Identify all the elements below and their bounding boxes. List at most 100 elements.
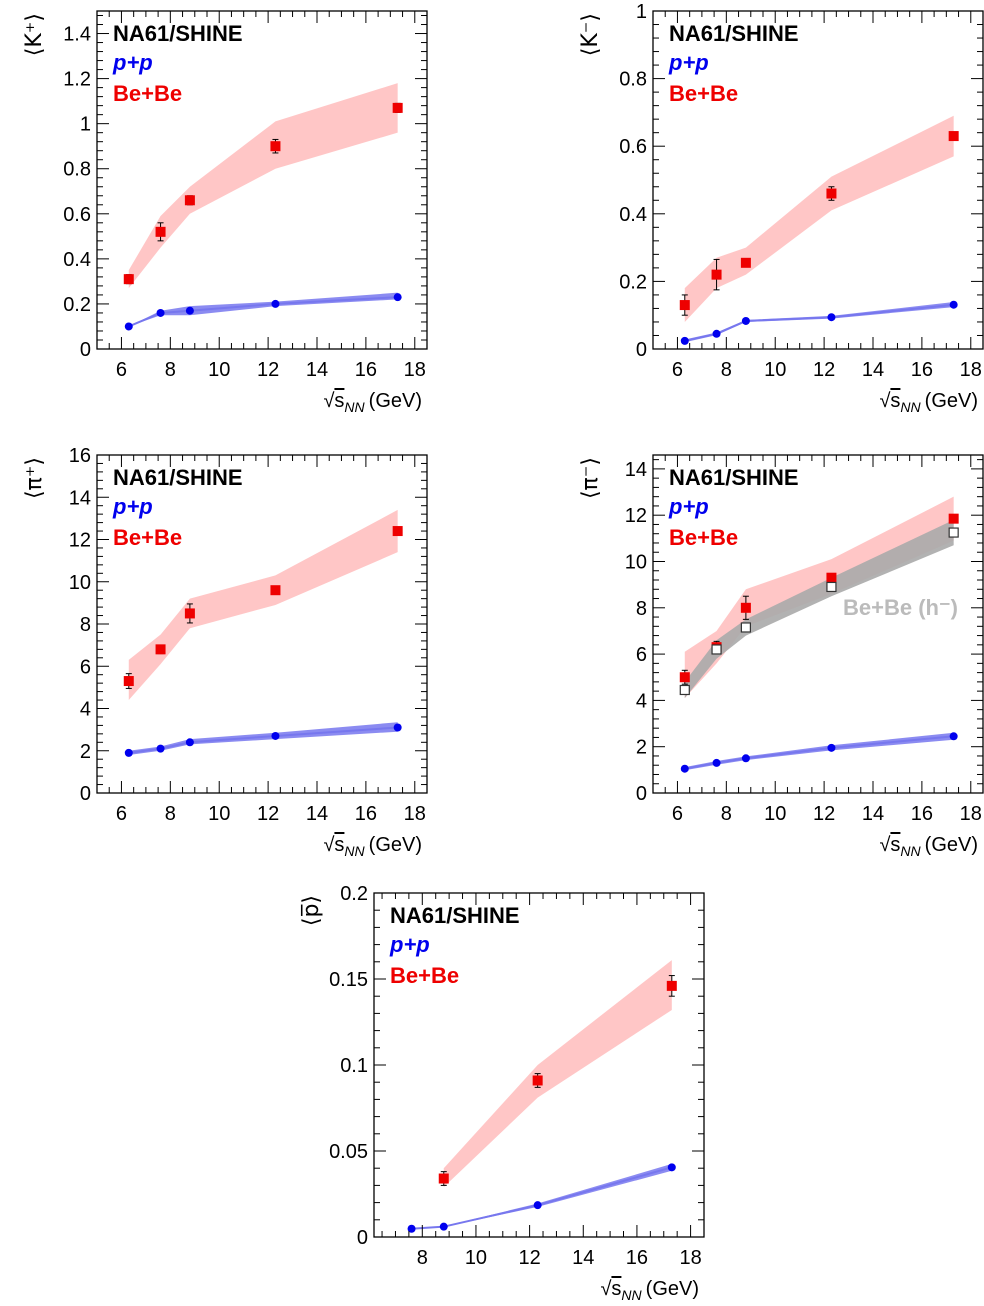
- legend-experiment: NA61/SHINE: [113, 465, 243, 490]
- x-axis-title-text: √sNN (GeV): [600, 1278, 699, 1303]
- line-pp: [411, 1166, 673, 1230]
- y-tick-label: 0.2: [619, 271, 647, 293]
- y-tick-label: 14: [69, 487, 91, 509]
- point-bebe: [392, 526, 403, 537]
- point-pp: [393, 293, 402, 302]
- x-tick-label: 8: [721, 803, 732, 825]
- legend-bebe: Be+Be: [113, 525, 182, 550]
- point-pp: [185, 306, 194, 315]
- y-tick-label: 0.8: [619, 69, 647, 91]
- point-bebe: [123, 676, 134, 687]
- x-tick-label: 8: [165, 803, 176, 825]
- y-tick-label: 6: [636, 644, 647, 666]
- y-tick-label: 1.4: [63, 24, 91, 46]
- point-bebe: [826, 572, 837, 583]
- band-pp: [128, 292, 398, 327]
- point-hminus: [679, 684, 690, 696]
- x-tick-label: 18: [679, 1247, 701, 1269]
- x-unit: (GeV): [369, 834, 422, 856]
- band-bebe: [128, 509, 398, 701]
- x-tick-label: 14: [572, 1247, 594, 1269]
- y-tick-label: 6: [80, 656, 91, 678]
- point-pp: [949, 300, 958, 309]
- plot-panel-pi-minus: 6 8 10 12 14 16 18 0 2 4 6 8 10 12 14 ⟨π⁻⟩ √sNN (GeV) NA61…: [578, 454, 984, 859]
- point-pp: [741, 754, 750, 763]
- plot-frame: [96, 10, 428, 350]
- point-bebe: [679, 672, 690, 683]
- point-bebe: [184, 608, 195, 619]
- y-tick-label: 1: [80, 114, 91, 136]
- y-tick-label: 0.1: [340, 1055, 368, 1077]
- point-pp: [680, 764, 689, 773]
- point-bebe: [184, 195, 195, 206]
- y-tick-label: 2: [636, 737, 647, 759]
- x-tick-label: 12: [257, 803, 279, 825]
- x-axis-title-text: √sNN (GeV): [323, 390, 422, 415]
- sqrt-sign: √: [600, 1278, 611, 1300]
- y-axis-title: ⟨K⁺⟩: [22, 13, 47, 56]
- x-tick-label: 8: [417, 1247, 428, 1269]
- x-tick-label: 16: [626, 1247, 648, 1269]
- point-bebe: [826, 188, 837, 199]
- y-tick-label: 1.2: [63, 69, 91, 91]
- sqrt-subscript: NN: [900, 399, 921, 415]
- legend-experiment: NA61/SHINE: [390, 903, 520, 928]
- legend-pp: p+p: [668, 50, 709, 75]
- x-tick-label: 14: [306, 359, 328, 381]
- x-tick-label: 16: [911, 359, 933, 381]
- points: [679, 513, 959, 773]
- legend-bebe: Be+Be: [390, 963, 459, 988]
- point-bebe: [948, 513, 959, 524]
- point-bebe: [740, 602, 751, 613]
- x-axis-title-text: √sNN (GeV): [879, 834, 978, 859]
- band-hminus: [684, 519, 954, 699]
- points: [407, 975, 677, 1233]
- band-pp: [128, 722, 398, 755]
- y-tick-label: 16: [69, 445, 91, 467]
- x-tick-label: 6: [672, 803, 683, 825]
- y-tick-label: 2: [80, 741, 91, 763]
- band-bebe: [443, 960, 672, 1188]
- sqrt-sign: √: [323, 390, 334, 412]
- point-pp: [407, 1224, 416, 1233]
- plot-frame: [652, 454, 984, 794]
- point-hminus: [826, 581, 837, 593]
- y-axis-title: ⟨π⁺⟩: [22, 457, 47, 499]
- x-tick-label: 10: [764, 359, 786, 381]
- sqrt-sign: √: [879, 834, 890, 856]
- point-pp: [271, 731, 280, 740]
- y-tick-label: 0: [636, 783, 647, 805]
- sqrt-subscript: NN: [621, 1287, 642, 1303]
- point-bebe: [740, 257, 751, 268]
- bands: [684, 115, 954, 343]
- x-axis-title: √sNN (GeV): [879, 390, 978, 415]
- point-pp: [741, 316, 750, 325]
- y-tick-label: 4: [80, 699, 91, 721]
- y-tick-label: 0.6: [63, 204, 91, 226]
- point-pp: [271, 299, 280, 308]
- x-tick-label: 10: [208, 803, 230, 825]
- point-bebe: [948, 131, 959, 142]
- sqrt-arg: s: [611, 1278, 621, 1300]
- legend-bebe: Be+Be: [113, 81, 182, 106]
- x-axis-title: √sNN (GeV): [879, 834, 978, 859]
- band-bebe: [128, 83, 398, 289]
- y-tick-label: 10: [625, 551, 647, 573]
- point-pp: [124, 322, 133, 331]
- y-tick-label: 14: [625, 459, 647, 481]
- sqrt-subscript: NN: [344, 843, 365, 859]
- point-bebe: [711, 269, 722, 280]
- point-pp: [827, 743, 836, 752]
- x-tick-label: 12: [813, 803, 835, 825]
- point-hminus: [711, 644, 722, 655]
- x-tick-label: 16: [355, 803, 377, 825]
- x-tick-label: 18: [960, 359, 982, 381]
- point-bebe: [155, 226, 166, 237]
- x-tick-label: 6: [116, 359, 127, 381]
- point-bebe: [679, 300, 690, 311]
- point-pp: [439, 1222, 448, 1231]
- x-tick-label: 14: [862, 359, 884, 381]
- x-tick-label: 6: [116, 803, 127, 825]
